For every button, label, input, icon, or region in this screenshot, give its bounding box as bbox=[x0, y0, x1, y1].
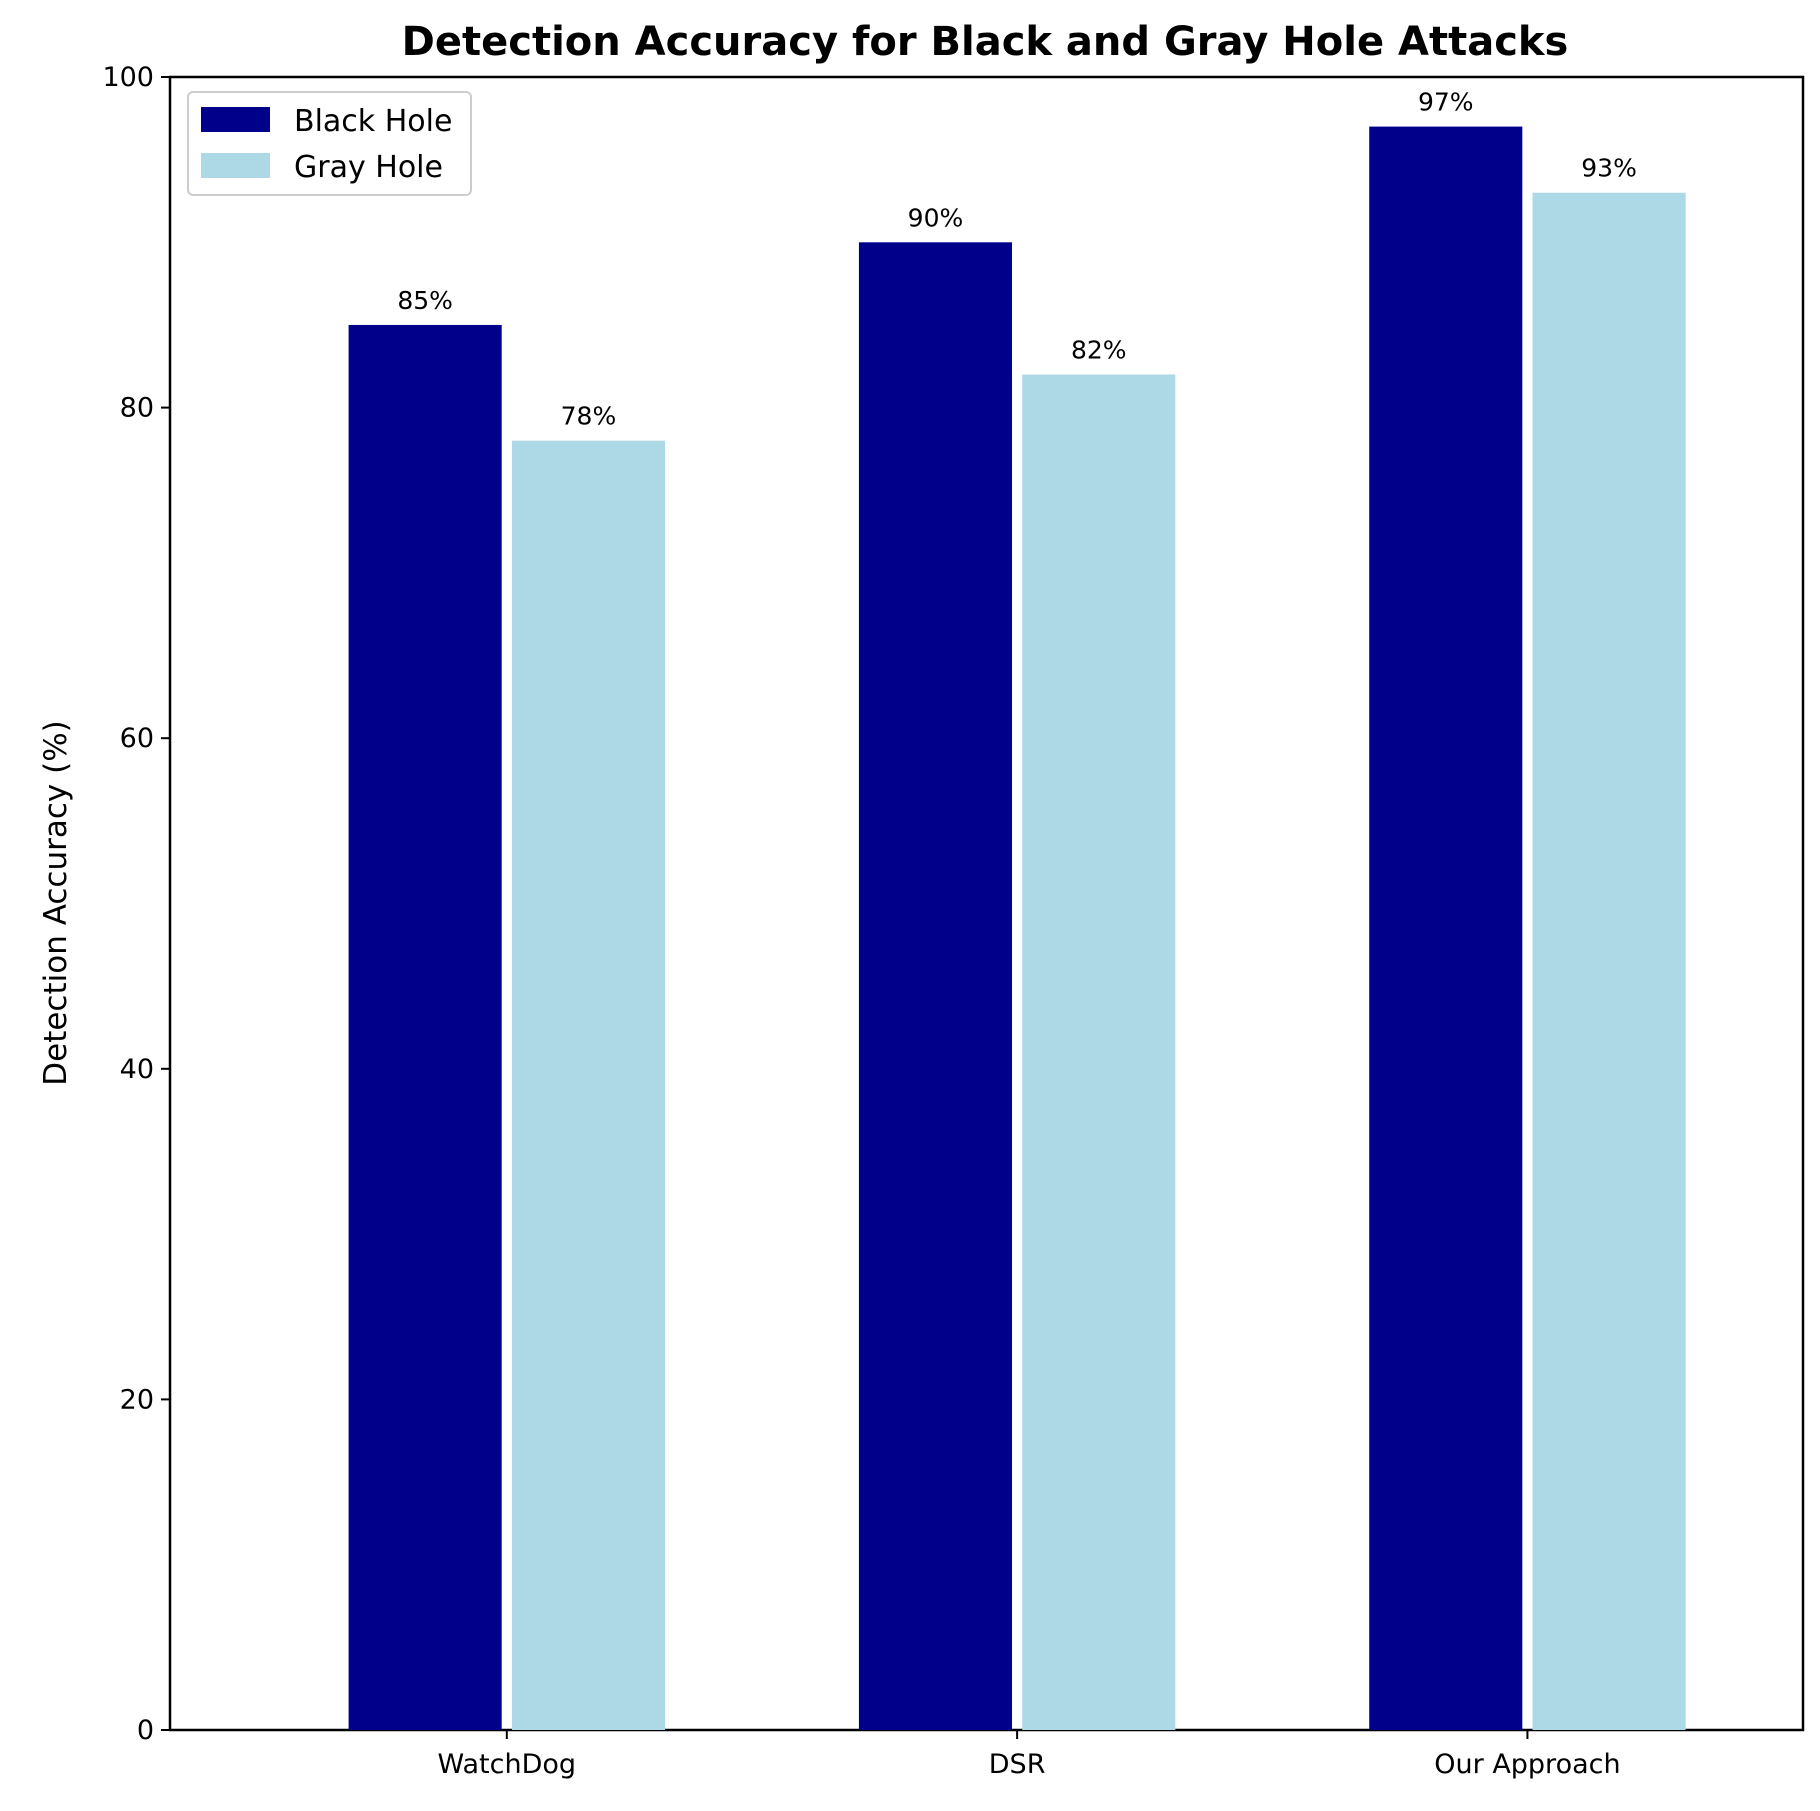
bars bbox=[348, 126, 1686, 1731]
legend-label: Gray Hole bbox=[294, 150, 443, 185]
legend-label: Black Hole bbox=[294, 104, 452, 139]
data-label: 97% bbox=[1418, 88, 1474, 117]
chart-title: Detection Accuracy for Black and Gray Ho… bbox=[402, 19, 1569, 65]
bar-gray-hole-watchdog bbox=[511, 440, 666, 1730]
y-tick-label: 0 bbox=[137, 1715, 154, 1746]
y-axis: 0 20 40 60 80 100 bbox=[102, 62, 170, 1746]
y-tick-label: 80 bbox=[120, 393, 154, 424]
bar-black-hole-dsr bbox=[858, 242, 1013, 1730]
data-label: 93% bbox=[1581, 154, 1637, 183]
y-tick-label: 40 bbox=[120, 1054, 154, 1085]
data-label: 78% bbox=[561, 402, 617, 431]
legend-swatch bbox=[201, 153, 270, 178]
y-tick-label: 100 bbox=[102, 62, 154, 93]
y-axis-label: Detection Accuracy (%) bbox=[38, 720, 74, 1085]
x-tick-label: Our Approach bbox=[1434, 1749, 1620, 1780]
data-label: 85% bbox=[397, 286, 453, 315]
x-tick-label: DSR bbox=[989, 1749, 1046, 1780]
data-label: 90% bbox=[908, 203, 964, 232]
bar-black-hole-watchdog bbox=[348, 324, 502, 1731]
y-tick-label: 20 bbox=[120, 1384, 154, 1415]
data-labels: 85% 78% 90% 82% 97% 93% bbox=[397, 88, 1637, 431]
bar-gray-hole-our-approach bbox=[1532, 192, 1686, 1731]
legend: Black Hole Gray Hole bbox=[187, 91, 472, 196]
bar-gray-hole-dsr bbox=[1022, 374, 1176, 1730]
y-tick-label: 60 bbox=[120, 723, 154, 754]
legend-swatch bbox=[201, 107, 270, 132]
data-label: 82% bbox=[1071, 336, 1127, 365]
x-axis: WatchDog DSR Our Approach bbox=[438, 1730, 1621, 1780]
x-tick-label: WatchDog bbox=[438, 1749, 577, 1780]
bar-black-hole-our-approach bbox=[1369, 126, 1523, 1731]
